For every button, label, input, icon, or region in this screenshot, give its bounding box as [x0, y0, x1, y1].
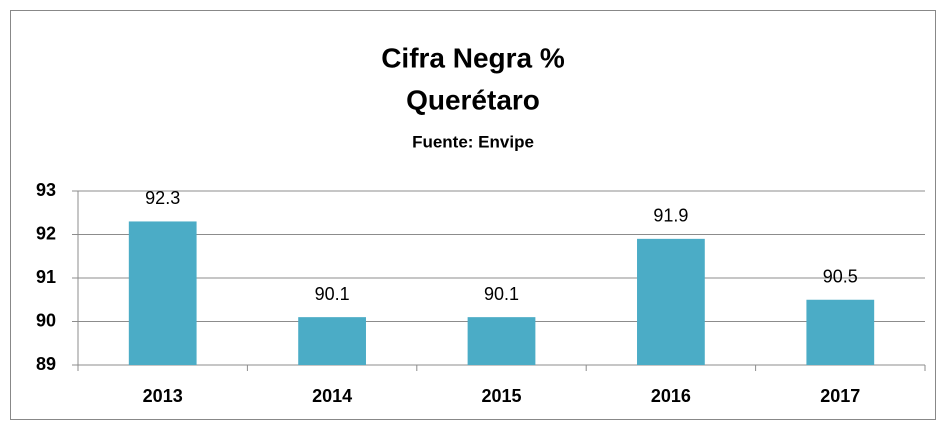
data-label: 91.9 [653, 206, 688, 226]
data-label: 90.5 [823, 267, 858, 287]
x-tick-label: 2013 [143, 386, 183, 406]
chart-title: Querétaro [406, 84, 540, 115]
y-tick-label: 93 [36, 180, 56, 200]
y-tick-label: 91 [36, 267, 56, 287]
bar [637, 238, 705, 365]
y-tick-label: 89 [36, 354, 56, 374]
x-tick-label: 2014 [312, 386, 352, 406]
chart-subtitle: Fuente: Envipe [412, 132, 534, 151]
data-label: 92.3 [145, 188, 180, 208]
bar [467, 317, 536, 365]
bar [128, 221, 197, 365]
y-tick-label: 90 [36, 310, 56, 330]
data-label: 90.1 [484, 284, 519, 304]
x-tick-label: 2015 [481, 386, 521, 406]
x-tick-label: 2016 [651, 386, 691, 406]
y-tick-label: 92 [36, 223, 56, 243]
bar [806, 299, 875, 365]
chart-title: Cifra Negra % [381, 42, 565, 73]
x-tick-label: 2017 [820, 386, 860, 406]
data-label: 90.1 [315, 284, 350, 304]
bar [298, 317, 366, 365]
